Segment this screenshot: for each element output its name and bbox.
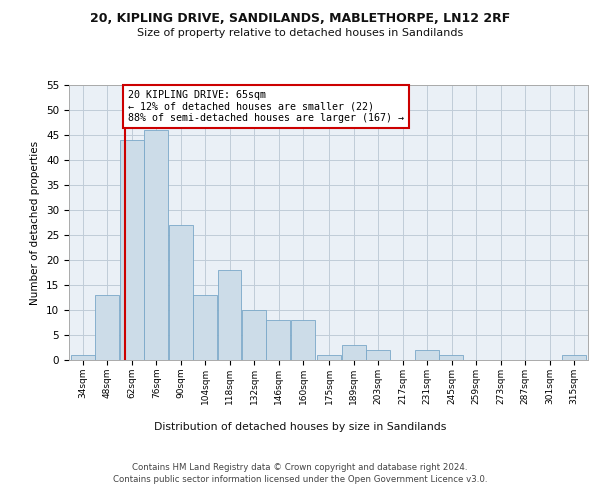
Bar [366,350,390,360]
Bar [266,320,290,360]
Text: 20, KIPLING DRIVE, SANDILANDS, MABLETHORPE, LN12 2RF: 20, KIPLING DRIVE, SANDILANDS, MABLETHOR… [90,12,510,26]
Bar [439,355,463,360]
Text: Size of property relative to detached houses in Sandilands: Size of property relative to detached ho… [137,28,463,38]
Text: Distribution of detached houses by size in Sandilands: Distribution of detached houses by size … [154,422,446,432]
Bar [218,270,241,360]
Bar [71,355,95,360]
Bar [169,225,193,360]
Bar [317,355,341,360]
Text: Contains HM Land Registry data © Crown copyright and database right 2024.
Contai: Contains HM Land Registry data © Crown c… [113,462,487,484]
Bar [119,140,143,360]
Bar [291,320,315,360]
Y-axis label: Number of detached properties: Number of detached properties [31,140,40,304]
Bar [242,310,266,360]
Bar [95,295,119,360]
Bar [415,350,439,360]
Bar [562,355,586,360]
Bar [144,130,168,360]
Bar [341,345,365,360]
Text: 20 KIPLING DRIVE: 65sqm
← 12% of detached houses are smaller (22)
88% of semi-de: 20 KIPLING DRIVE: 65sqm ← 12% of detache… [128,90,404,123]
Bar [193,295,217,360]
